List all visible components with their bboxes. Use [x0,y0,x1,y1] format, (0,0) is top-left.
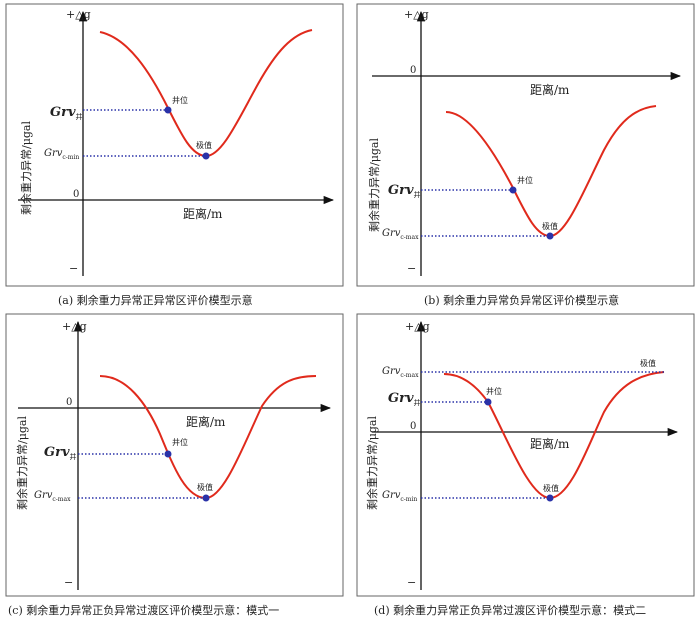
panel-a-well-label: 井位 [172,95,188,105]
panel-a-frame [5,3,344,287]
panel-b-frame [356,3,695,287]
panel-c-y-label: 剩余重力异常/μgal [15,416,29,510]
panel-a: +△g 0 − 剩余重力异常/μgal 距离/m 井位 极值 Grv井 Grvc… [5,3,344,287]
panel-d-grv-well: Grv井 [388,391,421,407]
panel-d-axis-top: +△g [405,320,430,333]
panel-c-axis-top: +△g [62,320,87,333]
panel-c-grv-extreme: Grvc-max [34,490,71,503]
caption-b: (b) 剩余重力异常负异常区评价模型示意 [424,294,620,307]
panel-d-zero-label: 0 [410,421,416,432]
panel-d-grv-min: Grvc-min [382,490,417,503]
panel-c-well-label: 井位 [172,437,188,447]
panel-a-well-point [164,106,172,114]
panel-d-y-label: 剩余重力异常/μgal [365,416,379,510]
panel-a-extreme-label: 极值 [196,140,212,150]
panel-c-curve [99,375,317,500]
panel-d-curve [443,371,665,500]
panel-d-extreme-label: 极值 [543,483,559,493]
panel-d-grv-max: Grvc-max [382,366,419,379]
panel-c-well-point [164,450,172,458]
panel-d-x-label: 距离/m [530,436,570,451]
panel-c-grv-well: Grv井 [44,445,77,461]
panel-d-max-label: 极值 [640,358,656,368]
panel-b-zero-label: 0 [410,65,416,76]
panel-a-axis-top: +△g [66,8,91,21]
panel-c-frame [5,313,344,597]
panel-c-x-label: 距离/m [186,414,226,429]
panel-d: +△g 0 − 剩余重力异常/μgal 距离/m 极值 井位 极值 Grvc-m… [356,313,695,597]
panel-b-grv-well: Grv井 [388,183,421,199]
panel-b-well-label: 井位 [517,175,533,185]
caption-d: (d) 剩余重力异常正负异常过渡区评价模型示意：模式二 [374,604,647,617]
panel-c-extreme-point [202,494,210,502]
panel-c-minus-label: − [64,576,73,589]
panel-b-grv-extreme: Grvc-max [382,228,419,241]
panel-b-minus-label: − [407,262,416,275]
panel-c-extreme-label: 极值 [197,482,213,492]
panel-b-curve [445,105,657,238]
caption-a: (a) 剩余重力异常正异常区评价模型示意 [58,294,253,307]
panel-d-frame [356,313,695,597]
panel-a-zero-label: 0 [73,189,79,200]
panel-d-well-label: 井位 [486,386,502,396]
panel-a-extreme-point [202,152,210,160]
panel-a-grv-well: Grv井 [50,105,83,121]
panel-c-zero-label: 0 [66,397,72,408]
panel-b-well-point [509,186,517,194]
panel-b-extreme-point [546,232,554,240]
panel-d-well-point [484,398,492,406]
panel-b-extreme-label: 极值 [542,221,558,231]
panel-b: +△g 0 − 剩余重力异常/μgal 距离/m 井位 极值 Grv井 Grvc… [356,3,695,287]
panel-a-y-label: 剩余重力异常/μgal [19,121,33,215]
panel-b-y-label: 剩余重力异常/μgal [367,138,381,232]
panel-a-grv-extreme: Grvc-min [44,148,79,161]
caption-c: (c) 剩余重力异常正负异常过渡区评价模型示意：模式一 [8,604,280,617]
panel-d-minus-label: − [407,576,416,589]
panel-c: +△g 0 − 剩余重力异常/μgal 距离/m 井位 极值 Grv井 Grvc… [5,313,344,597]
panel-d-extreme-point [546,494,554,502]
panel-b-x-label: 距离/m [530,82,570,97]
panel-a-curve [99,29,313,158]
panel-a-minus-label: − [69,262,78,275]
panel-a-x-label: 距离/m [183,206,223,221]
panel-b-axis-top: +△g [404,8,429,21]
